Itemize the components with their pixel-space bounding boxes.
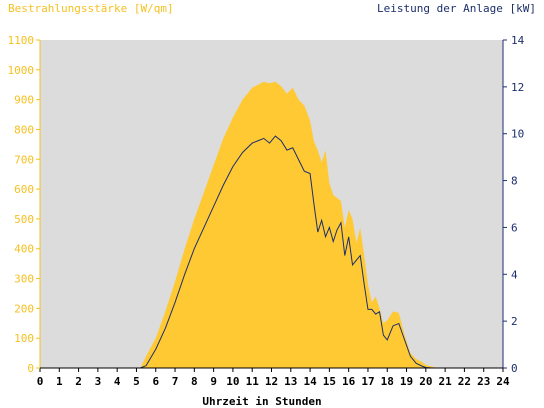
x-tick-label: 12: [265, 375, 278, 388]
x-tick-label: 11: [246, 375, 260, 388]
x-tick-label: 10: [226, 375, 239, 388]
x-tick-label: 1: [56, 375, 63, 388]
left-y-tick-label: 0: [27, 362, 34, 375]
x-tick-label: 9: [210, 375, 217, 388]
right-y-tick-label: 6: [511, 221, 518, 234]
x-tick-label: 8: [191, 375, 198, 388]
x-tick-label: 23: [477, 375, 490, 388]
right-y-tick-label: 12: [511, 81, 524, 94]
left-y-tick-label: 1100: [8, 34, 35, 47]
x-tick-label: 21: [439, 375, 453, 388]
x-tick-label: 14: [303, 375, 317, 388]
right-axis-title: Leistung der Anlage [kW]: [377, 2, 536, 15]
x-tick-label: 0: [37, 375, 44, 388]
left-y-tick-label: 1000: [8, 64, 35, 77]
right-y-tick-label: 2: [511, 315, 518, 328]
left-y-tick-label: 100: [14, 332, 34, 345]
irradiance-area: [40, 81, 503, 368]
axes: [36, 39, 507, 372]
right-y-tick-label: 0: [511, 362, 518, 375]
x-tick-label: 16: [342, 375, 356, 388]
right-y-tick-label: 8: [511, 175, 518, 188]
x-tick-label: 15: [323, 375, 336, 388]
x-axis-label: Uhrzeit in Stunden: [202, 395, 321, 408]
left-y-tick-label: 200: [14, 302, 34, 315]
right-y-tick-label: 4: [511, 268, 518, 281]
right-y-tick-labels: 0 2 4 6 8 10 12 14: [511, 34, 525, 375]
x-tick-label: 20: [419, 375, 432, 388]
x-tick-label: 19: [400, 375, 413, 388]
x-tick-label: 17: [361, 375, 374, 388]
x-tick-label: 5: [133, 375, 140, 388]
x-tick-label: 2: [75, 375, 82, 388]
left-axis-title: Bestrahlungsstärke [W/qm]: [8, 2, 174, 15]
right-y-tick-label: 14: [511, 34, 525, 47]
left-y-tick-label: 800: [14, 123, 34, 136]
x-tick-labels: 0 1 2 3 4 5 6 7 8 9 10 11 12 13 14 15 16 17 18 19 20 21 22 23 24: [37, 375, 510, 388]
x-tick-label: 3: [95, 375, 102, 388]
left-y-tick-label: 600: [14, 183, 34, 196]
left-y-tick-label: 300: [14, 273, 34, 286]
power-line: [40, 135, 503, 369]
x-tick-label: 6: [152, 375, 159, 388]
x-tick-label: 18: [381, 375, 394, 388]
x-tick-label: 7: [172, 375, 179, 388]
x-tick-label: 24: [496, 375, 510, 388]
left-y-tick-label: 900: [14, 94, 34, 107]
left-y-tick-label: 400: [14, 243, 34, 256]
left-y-tick-labels: 0 100 200 300 400 500 600 700 800 900 1000 1100: [8, 34, 35, 375]
right-y-tick-label: 10: [511, 128, 524, 141]
x-tick-label: 4: [114, 375, 121, 388]
left-y-tick-label: 500: [14, 213, 34, 226]
x-tick-label: 13: [284, 375, 297, 388]
left-y-tick-label: 700: [14, 153, 34, 166]
x-tick-label: 22: [458, 375, 471, 388]
